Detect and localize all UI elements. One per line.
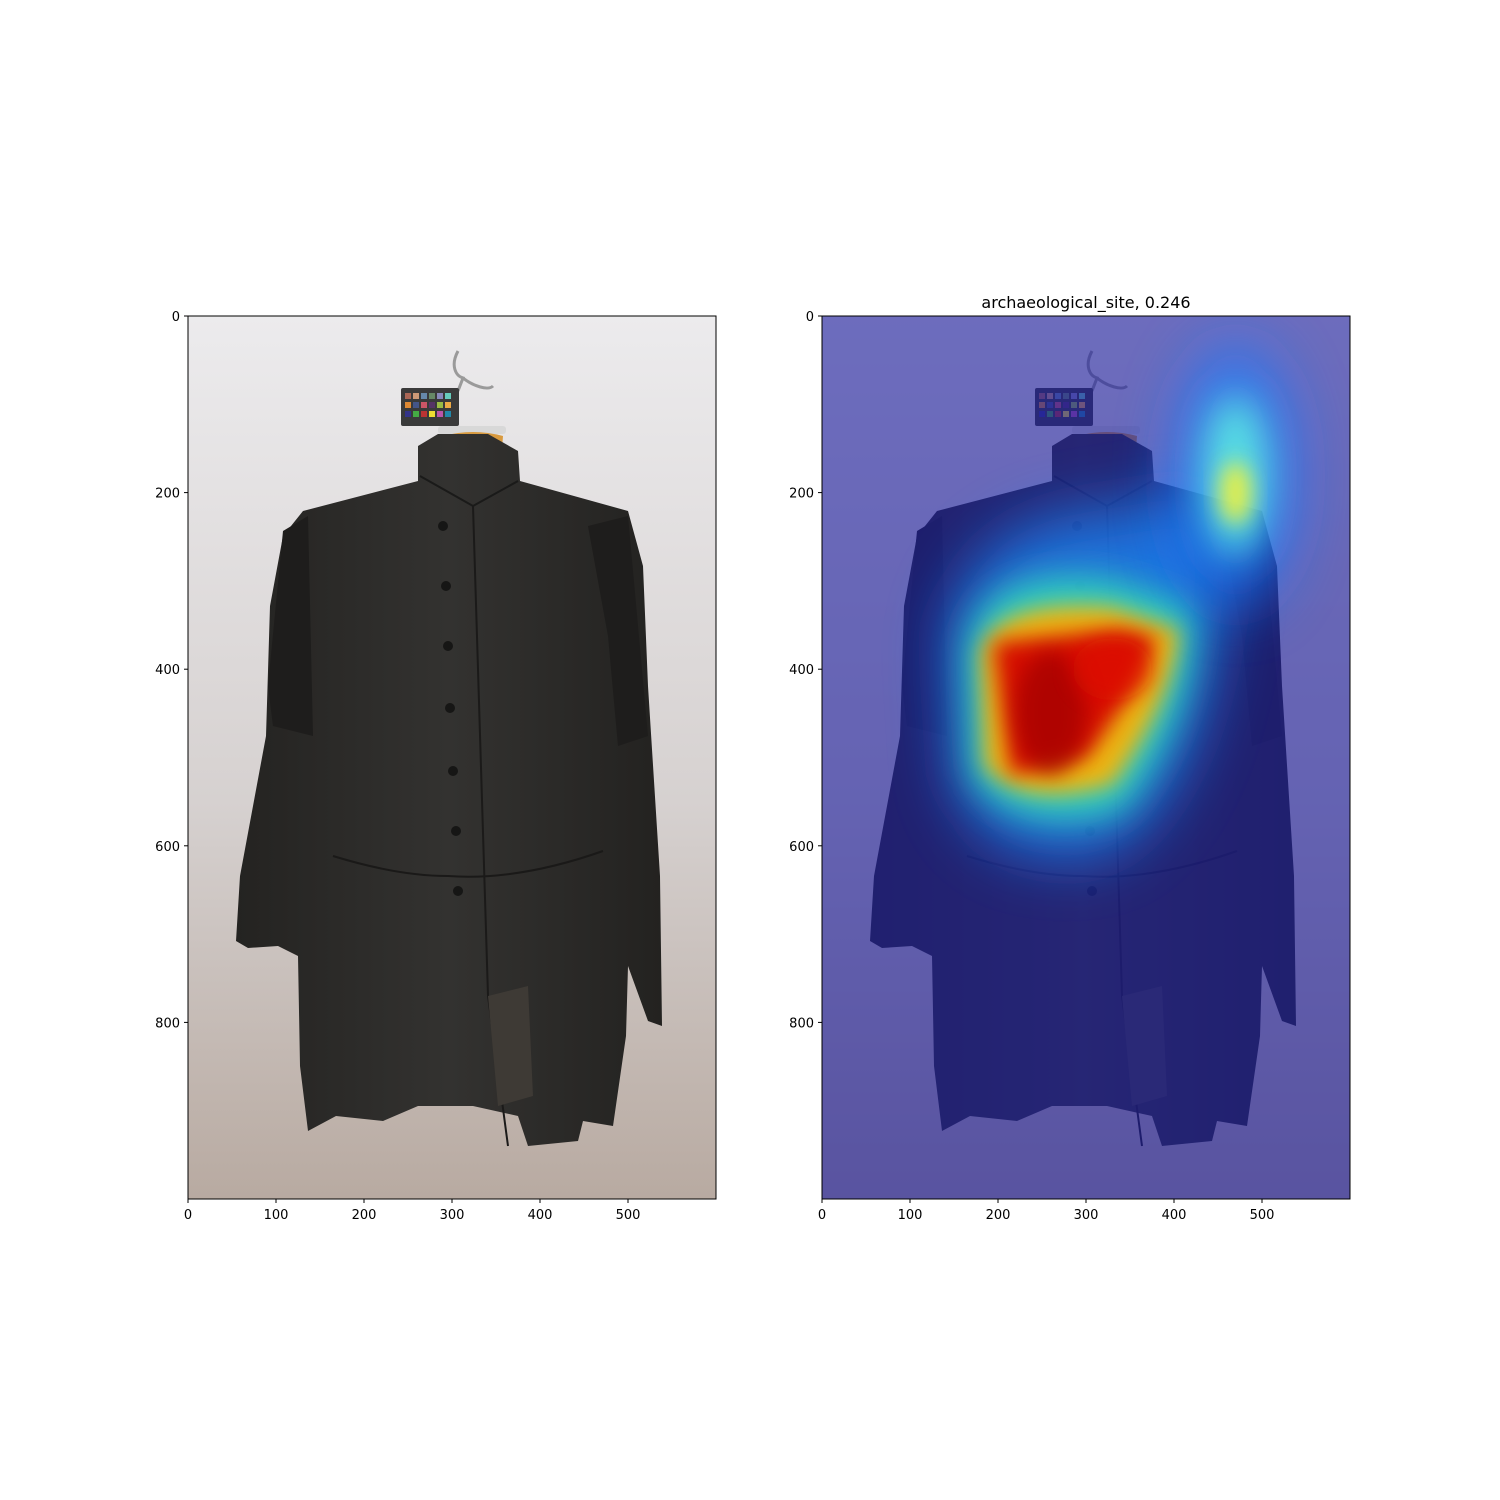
left-y-tick-label: 400: [155, 663, 180, 678]
coat-photo: [188, 316, 716, 1199]
left-x-tick-label: 300: [440, 1208, 465, 1223]
left-y-tick-label: 800: [155, 1016, 180, 1031]
heatmap-secondary-peak: [1072, 638, 1152, 701]
heatmap-layer: [945, 342, 1298, 858]
right-y-tick-label: 400: [789, 663, 814, 678]
left-x-tick-label: 500: [616, 1208, 641, 1223]
left-x-tick-label: 0: [184, 1208, 192, 1223]
right-x-tick-label: 0: [818, 1208, 826, 1223]
right-y-tick-label: 600: [789, 840, 814, 855]
left-panel: 0 100 200 300 400 500 0 200 400 600 800: [155, 310, 717, 1223]
left-y-tick-label: 200: [155, 487, 180, 502]
right-x-tick-label: 300: [1074, 1208, 1099, 1223]
right-y-tick-label: 0: [806, 310, 814, 325]
right-y-tick-label: 800: [789, 1016, 814, 1031]
left-x-tick-label: 400: [528, 1208, 553, 1223]
right-y-tick-label: 200: [789, 487, 814, 502]
right-x-tick-label: 400: [1162, 1208, 1187, 1223]
left-y-tick-label: 0: [172, 310, 180, 325]
right-x-tick-label: 500: [1250, 1208, 1275, 1223]
right-x-tick-label: 200: [986, 1208, 1011, 1223]
heatmap-peak: [1015, 651, 1086, 776]
left-x-tick-label: 200: [352, 1208, 377, 1223]
left-y-tick-label: 600: [155, 840, 180, 855]
left-x-tick-label: 100: [264, 1208, 289, 1223]
right-panel: archaeological_site, 0.246 0 100 200 300 400…: [789, 293, 1351, 1223]
right-x-tick-label: 100: [898, 1208, 923, 1223]
right-ticks: 0 100 200 300 400 500 0 200 400 600 800: [789, 310, 1274, 1223]
left-ticks: 0 100 200 300 400 500 0 200 400 600 800: [155, 310, 640, 1223]
heatmap-corner-peak: [1219, 461, 1252, 524]
chart-title: archaeological_site, 0.246: [981, 293, 1190, 313]
